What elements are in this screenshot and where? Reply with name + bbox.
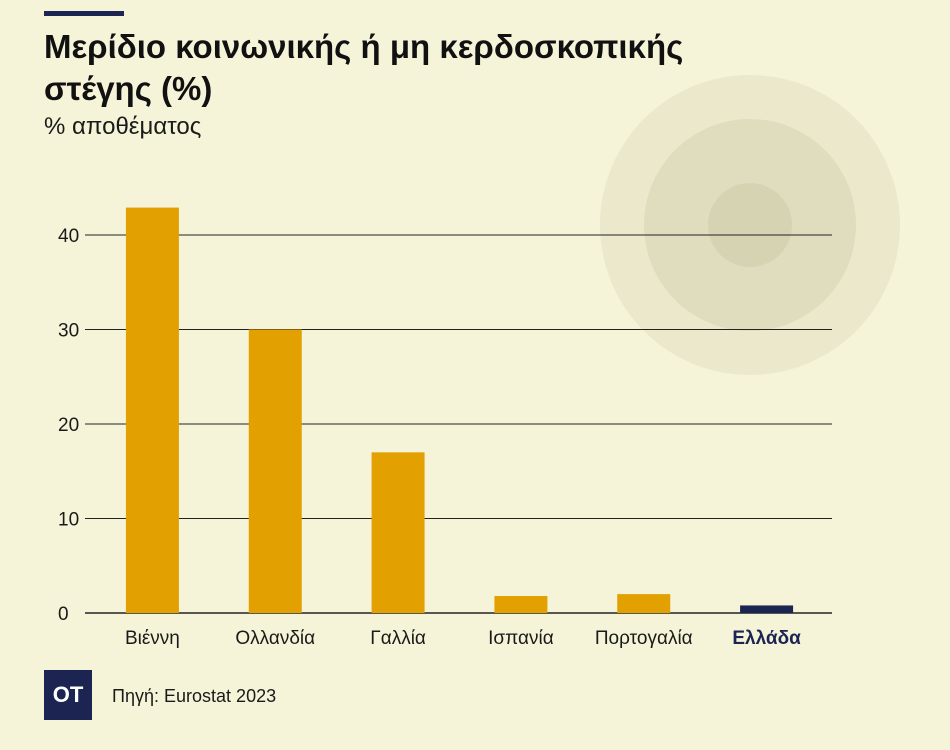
bar-2 <box>371 452 425 613</box>
source-note: Πηγή: Eurostat 2023 <box>112 686 277 706</box>
grid-lines <box>85 234 832 614</box>
decor-circle-inner <box>708 183 792 267</box>
x-category-label: Ολλανδία <box>235 628 315 649</box>
decorative-circles <box>600 75 900 375</box>
x-category-label: Βιέννη <box>125 628 180 649</box>
y-tick-label: 0 <box>58 604 69 625</box>
y-tick-label: 10 <box>58 510 79 531</box>
ot-logo: OT <box>44 670 92 720</box>
bar-3 <box>494 595 548 613</box>
y-tick-label: 40 <box>58 226 79 247</box>
bar-4 <box>617 594 671 613</box>
x-category-label: Ελλάδα <box>732 628 801 649</box>
x-category-label: Πορτογαλία <box>595 628 693 649</box>
y-axis-ticks: 0 10 20 30 40 <box>58 226 79 625</box>
x-category-label: Γαλλία <box>370 628 426 649</box>
bars <box>125 207 794 613</box>
y-tick-label: 20 <box>58 415 79 436</box>
bar-5 <box>740 605 794 613</box>
chart-subtitle: % αποθέματος <box>44 113 202 140</box>
x-axis-labels: Βιέννη Ολλανδία Γαλλία Ισπανία Πορτογαλία Ελλ… <box>125 628 801 649</box>
y-tick-label: 30 <box>58 321 79 342</box>
top-accent-rule <box>44 11 124 16</box>
bar-1 <box>248 329 302 613</box>
x-category-label: Ισπανία <box>488 628 554 649</box>
chart-title: Μερίδιο κοινωνικής ή μη κερδοσκοπικής στ… <box>44 28 684 107</box>
bar-0 <box>125 207 179 613</box>
